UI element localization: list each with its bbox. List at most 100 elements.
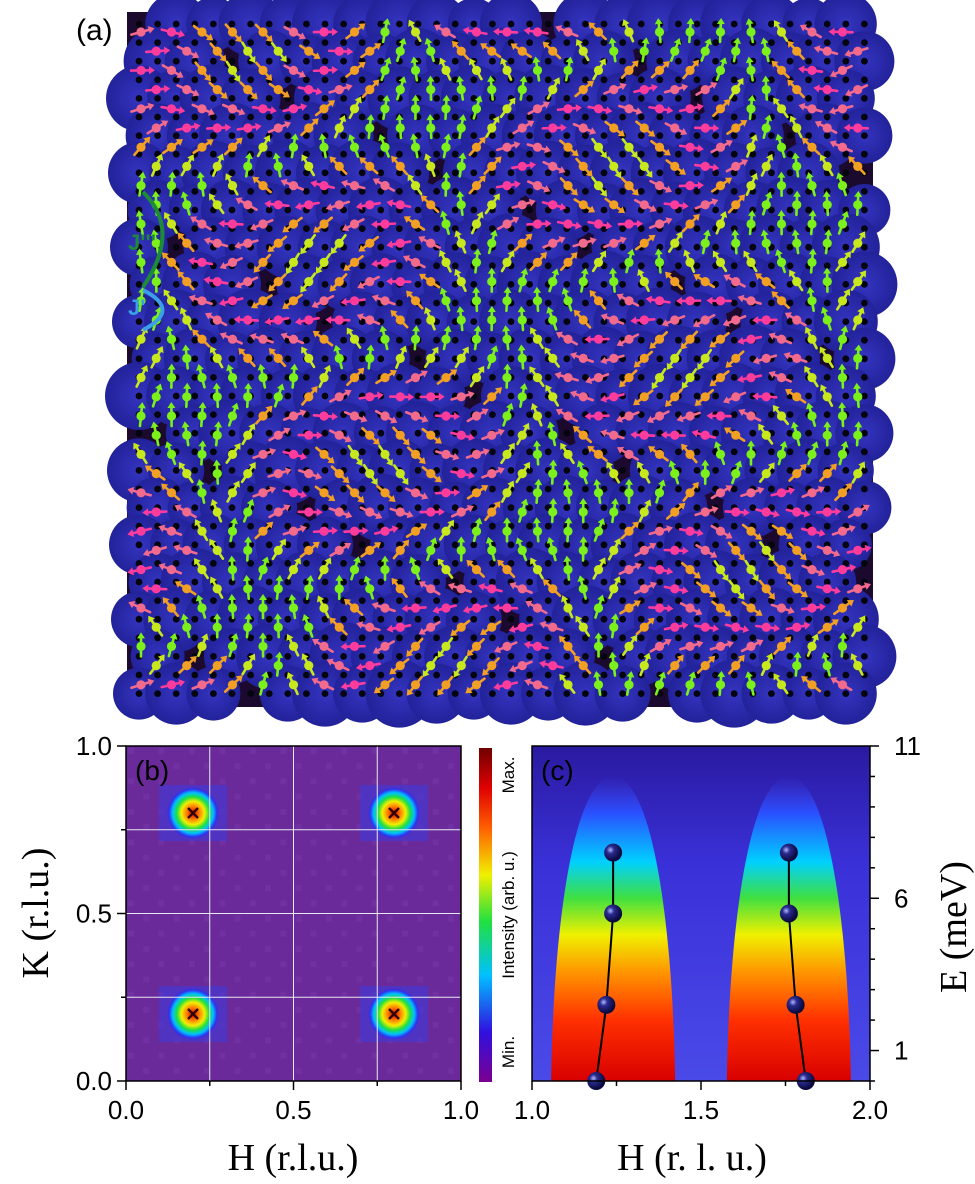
spin-atom <box>319 258 328 267</box>
spin-atom <box>640 200 649 209</box>
diffuse-texture-cell <box>326 946 332 952</box>
spin-atom <box>563 296 572 305</box>
spin-atom <box>136 66 145 75</box>
spin-atom <box>579 239 588 248</box>
lattice-site <box>694 132 701 139</box>
spin-atom <box>258 27 267 36</box>
lattice-site <box>824 21 831 28</box>
lattice-site <box>842 318 849 325</box>
spin-atom <box>853 47 862 56</box>
spin-atom <box>609 200 618 209</box>
lattice-site <box>861 39 868 46</box>
spin-atom <box>853 200 862 209</box>
lattice-site <box>861 634 868 641</box>
spin-atom <box>563 335 572 344</box>
lattice-site <box>322 355 329 362</box>
spin-atom <box>807 181 816 190</box>
lattice-site <box>266 634 273 641</box>
spin-atom <box>182 469 191 478</box>
lattice-site <box>712 207 719 214</box>
spin-atom <box>746 603 755 612</box>
lattice-site <box>563 653 570 660</box>
lattice-site <box>377 151 384 158</box>
lattice-site <box>191 616 198 623</box>
spin-atom <box>350 296 359 305</box>
lattice-site <box>396 300 403 307</box>
spin-atom <box>701 661 710 670</box>
lattice-site <box>210 337 217 344</box>
lattice-site <box>210 523 217 530</box>
lattice-site <box>601 95 608 102</box>
lattice-site <box>173 430 180 437</box>
spin-atom <box>319 66 328 75</box>
spin-atom <box>731 392 740 401</box>
spin-atom <box>380 527 389 536</box>
spin-atom <box>594 527 603 536</box>
panel-c-label: (c) <box>541 755 574 786</box>
spin-atom <box>472 27 481 36</box>
lattice-site <box>805 207 812 214</box>
lattice-site <box>861 58 868 65</box>
lattice-site <box>508 597 515 604</box>
lattice-site <box>731 653 738 660</box>
spin-atom <box>487 200 496 209</box>
spin-atom <box>304 85 313 94</box>
spin-atom <box>777 642 786 651</box>
spin-atom <box>365 354 374 363</box>
lattice-site <box>768 132 775 139</box>
spin-atom <box>411 258 420 267</box>
lattice-site <box>489 58 496 65</box>
diffuse-texture-cell <box>189 961 195 967</box>
spin-atom <box>701 469 710 478</box>
diffuse-texture-cell <box>341 809 347 815</box>
lattice-site <box>284 114 291 121</box>
spin-atom <box>518 392 527 401</box>
diffuse-texture-cell <box>433 1053 439 1059</box>
lattice-site <box>656 244 663 251</box>
lattice-site <box>284 579 291 586</box>
spin-atom <box>472 219 481 228</box>
spin-atom <box>350 642 359 651</box>
lattice-site <box>191 114 198 121</box>
lattice-site <box>582 653 589 660</box>
lattice-site <box>359 374 366 381</box>
spin-atom <box>838 296 847 305</box>
lattice-site <box>210 690 217 697</box>
spin-atom <box>472 565 481 574</box>
spin-atom <box>624 335 633 344</box>
y-tick-label: 1 <box>894 1036 908 1066</box>
spin-atom <box>777 411 786 420</box>
spin-atom <box>792 200 801 209</box>
lattice-site <box>303 486 310 493</box>
spin-atom <box>579 507 588 516</box>
lattice-site <box>824 95 831 102</box>
diffuse-texture-cell <box>448 885 454 891</box>
spin-atom <box>518 354 527 363</box>
spin-atom <box>243 546 252 555</box>
lattice-site <box>526 244 533 251</box>
lattice-site <box>191 318 198 325</box>
lattice-site <box>173 114 180 121</box>
lattice-site <box>638 151 645 158</box>
diffuse-texture-cell <box>387 855 393 861</box>
spin-atom <box>777 143 786 152</box>
lattice-site <box>508 616 515 623</box>
lattice-site <box>284 244 291 251</box>
spin-atom <box>304 584 313 593</box>
lattice-site <box>136 132 143 139</box>
lattice-site <box>470 244 477 251</box>
lattice-site <box>694 262 701 269</box>
diffuse-texture-cell <box>372 961 378 967</box>
lattice-site <box>508 355 515 362</box>
lattice-site <box>601 207 608 214</box>
lattice-site <box>470 318 477 325</box>
lattice-site <box>582 262 589 269</box>
lattice-site <box>805 579 812 586</box>
spin-atom <box>518 623 527 632</box>
lattice-site <box>749 430 756 437</box>
lattice-site <box>563 151 570 158</box>
spin-atom <box>762 162 771 171</box>
spin-atom <box>823 469 832 478</box>
spin-atom <box>807 680 816 689</box>
spin-atom <box>472 143 481 152</box>
